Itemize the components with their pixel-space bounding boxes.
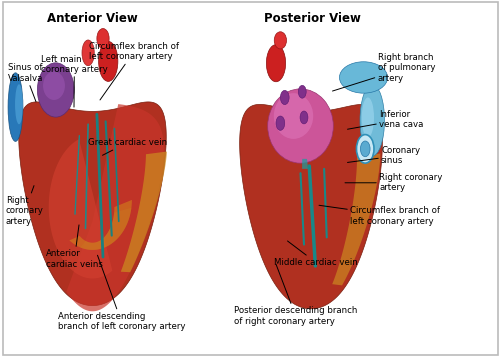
Text: Circumflex branch of
left coronary artery: Circumflex branch of left coronary arter… (319, 205, 440, 226)
Text: Left main
coronary artery: Left main coronary artery (41, 55, 108, 107)
Ellipse shape (274, 32, 286, 49)
PathPatch shape (49, 139, 112, 278)
Ellipse shape (276, 116, 285, 130)
Ellipse shape (98, 41, 118, 81)
Ellipse shape (298, 85, 306, 98)
PathPatch shape (70, 200, 132, 250)
Text: Middle cardiac vein: Middle cardiac vein (274, 241, 358, 267)
Text: Posterior View: Posterior View (264, 12, 361, 25)
Ellipse shape (82, 40, 94, 66)
Text: Anterior View: Anterior View (47, 12, 138, 25)
Ellipse shape (360, 141, 370, 157)
Ellipse shape (340, 62, 388, 93)
Ellipse shape (8, 73, 23, 141)
Text: Right coronary
artery: Right coronary artery (345, 173, 442, 192)
Text: Anterior descending
branch of left coronary artery: Anterior descending branch of left coron… (58, 255, 185, 331)
Text: Anterior
cardiac veins: Anterior cardiac veins (46, 225, 103, 268)
Ellipse shape (43, 71, 65, 100)
Ellipse shape (360, 85, 384, 156)
Text: Circumflex branch of
left coronary artery: Circumflex branch of left coronary arter… (89, 42, 179, 100)
PathPatch shape (80, 208, 132, 250)
Ellipse shape (266, 45, 285, 82)
Ellipse shape (268, 89, 334, 163)
Text: Right branch
of pulmonary
artery: Right branch of pulmonary artery (332, 53, 435, 91)
Ellipse shape (97, 29, 109, 49)
Text: Sinus of
Valsalva: Sinus of Valsalva (8, 64, 43, 102)
Ellipse shape (356, 135, 374, 163)
Text: Inferior
vena cava: Inferior vena cava (348, 110, 424, 129)
PathPatch shape (121, 151, 167, 272)
PathPatch shape (302, 159, 380, 169)
Text: Coronary
sinus: Coronary sinus (348, 146, 420, 165)
PathPatch shape (66, 104, 164, 311)
PathPatch shape (240, 105, 382, 309)
Ellipse shape (300, 111, 308, 124)
Text: Right
coronary
artery: Right coronary artery (6, 186, 44, 226)
Text: Posterior descending branch
of right coronary artery: Posterior descending branch of right cor… (234, 264, 358, 326)
Ellipse shape (362, 97, 374, 137)
Ellipse shape (280, 90, 289, 105)
PathPatch shape (332, 154, 380, 285)
Ellipse shape (15, 84, 23, 124)
PathPatch shape (19, 102, 166, 306)
Ellipse shape (38, 63, 74, 117)
Ellipse shape (274, 93, 313, 139)
Text: Great cardiac vein: Great cardiac vein (88, 138, 166, 155)
